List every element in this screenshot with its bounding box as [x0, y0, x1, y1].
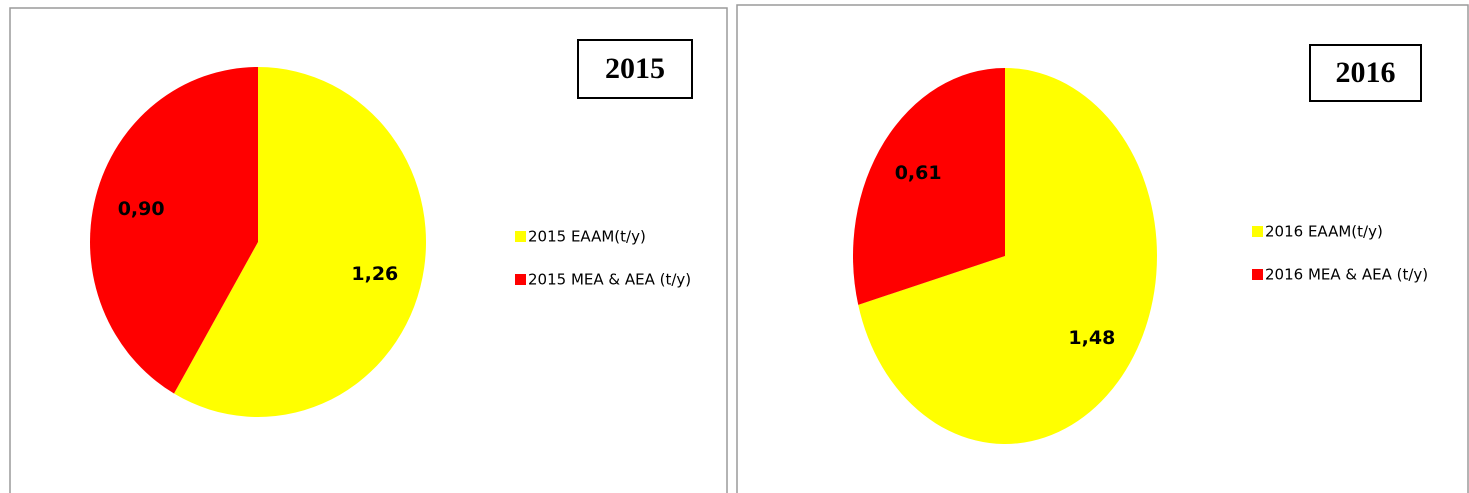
chart-title: 2015	[605, 52, 665, 85]
legend-label: 2016 MEA & AEA (t/y)	[1265, 266, 1428, 284]
legend-label: 2015 MEA & AEA (t/y)	[528, 271, 691, 289]
legend-swatch	[515, 231, 526, 242]
legend-swatch	[1252, 226, 1263, 237]
data-label: 1,48	[1068, 327, 1115, 349]
legend-label: 2016 EAAM(t/y)	[1265, 223, 1383, 241]
title-box	[577, 39, 693, 99]
legend-swatch	[515, 274, 526, 285]
title-box	[1309, 44, 1422, 102]
data-label: 0,61	[895, 162, 942, 184]
data-label: 0,90	[118, 198, 165, 220]
legend-swatch	[1252, 269, 1263, 280]
pie-slice	[174, 67, 426, 417]
chart-title: 2016	[1336, 56, 1396, 89]
data-label: 1,26	[351, 263, 398, 285]
pie-slice	[90, 67, 258, 394]
pie-slice	[858, 68, 1157, 444]
legend-label: 2015 EAAM(t/y)	[528, 228, 646, 246]
pie-slice	[853, 68, 1005, 305]
